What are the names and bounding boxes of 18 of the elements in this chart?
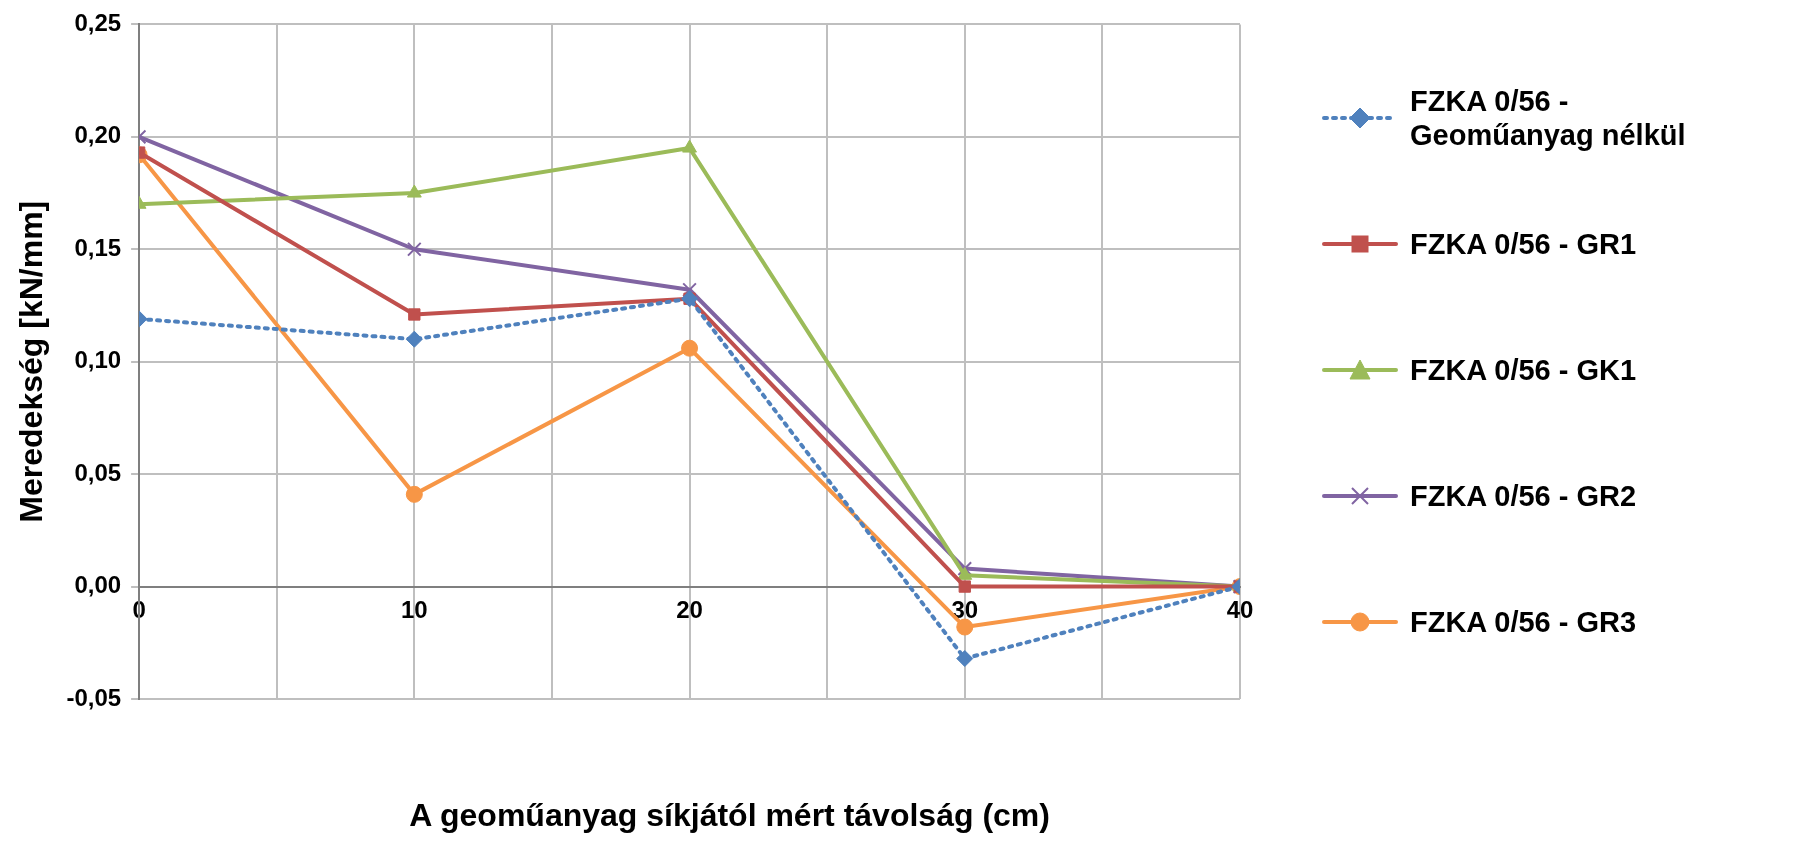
x-tick-label: 20 xyxy=(676,595,703,623)
legend-label: FZKA 0/56 - GR3 xyxy=(1410,605,1638,639)
x-tick-label: 10 xyxy=(400,595,428,623)
legend-label: FZKA 0/56 - GR2 xyxy=(1410,479,1638,513)
y-tick-label: 0,20 xyxy=(74,121,122,149)
x-tick-label: 40 xyxy=(1226,595,1254,623)
y-tick-label: 0,15 xyxy=(74,233,122,261)
y-tick-label: -0,05 xyxy=(66,683,122,711)
legend-label: FZKA 0/56 - GR1 xyxy=(1410,227,1638,261)
legend-label: FZKA 0/56 - Geoműanyag nélkül xyxy=(1410,84,1687,152)
y-tick-label: 0,05 xyxy=(74,458,122,486)
legend-label: FZKA 0/56 - GK1 xyxy=(1410,353,1638,387)
x-tick-label: 30 xyxy=(951,595,979,623)
y-tick-label: 0,25 xyxy=(74,9,122,37)
y-axis-title: Meredekség [kN/mm] xyxy=(13,200,50,523)
x-axis-title: A geoműanyag síkjától mért távolság (cm) xyxy=(409,796,1050,833)
y-tick-label: 0,10 xyxy=(74,346,122,374)
y-tick-label: 0,00 xyxy=(74,571,122,599)
